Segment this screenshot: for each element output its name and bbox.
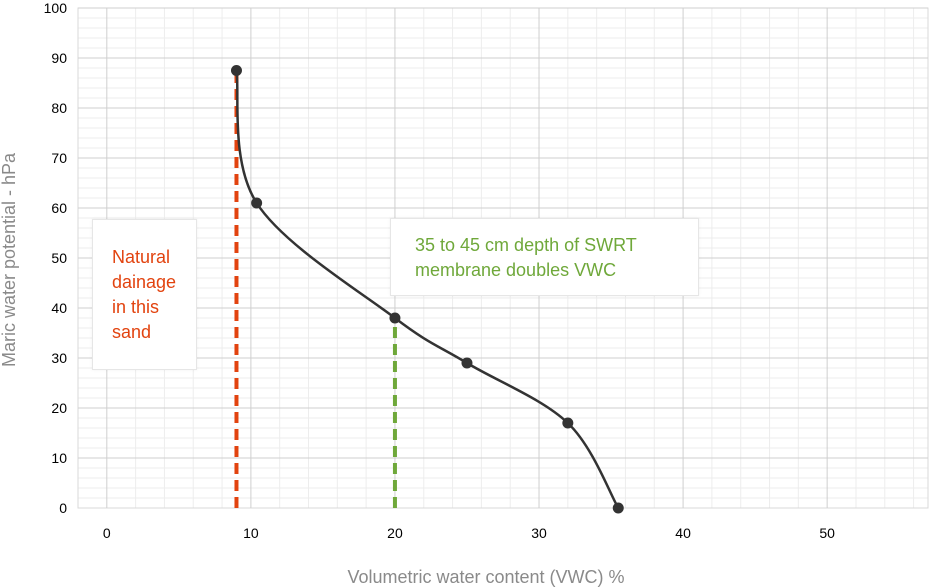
y-tick-label: 80 bbox=[51, 100, 67, 116]
reference-lines bbox=[234, 70, 397, 508]
annotation-line: membrane doubles VWC bbox=[415, 260, 617, 280]
annotation-line: in this bbox=[112, 297, 160, 317]
x-tick-label: 40 bbox=[675, 525, 691, 541]
data-point bbox=[389, 312, 401, 324]
tick-labels: 0 10 20 30 40 50 60 70 80 90 100 0 10 20 30 40 50 bbox=[44, 0, 836, 541]
y-tick-label: 30 bbox=[51, 350, 67, 366]
x-axis-label: Volumetric water content (VWC) % bbox=[347, 567, 624, 587]
data-point bbox=[251, 197, 263, 209]
y-tick-label: 20 bbox=[51, 400, 67, 416]
annotation-line: Natural bbox=[112, 247, 171, 267]
x-tick-label: 30 bbox=[531, 525, 547, 541]
y-tick-label: 50 bbox=[51, 250, 67, 266]
swrt-annotation: 35 to 45 cm depth of SWRT membrane doubl… bbox=[390, 218, 699, 296]
annotation-line: sand bbox=[112, 322, 152, 342]
minor-gridlines bbox=[77, 8, 928, 508]
x-tick-label: 20 bbox=[387, 525, 403, 541]
y-tick-label: 100 bbox=[44, 0, 68, 16]
natural-drainage-annotation: Natural dainage in this sand bbox=[92, 219, 197, 370]
data-point bbox=[230, 65, 242, 76]
y-tick-label: 40 bbox=[51, 300, 67, 316]
data-point bbox=[562, 417, 574, 429]
x-tick-label: 0 bbox=[103, 525, 111, 541]
data-point bbox=[612, 502, 624, 514]
annotation-line: dainage bbox=[112, 272, 177, 292]
x-tick-label: 50 bbox=[819, 525, 835, 541]
y-tick-label: 10 bbox=[51, 450, 67, 466]
y-tick-label: 0 bbox=[59, 500, 67, 516]
series-line bbox=[235, 70, 620, 509]
annotation-line: 35 to 45 cm depth of SWRT bbox=[415, 235, 637, 255]
series-layer bbox=[230, 65, 624, 514]
y-tick-label: 60 bbox=[51, 200, 67, 216]
y-tick-label: 70 bbox=[51, 150, 67, 166]
major-gridlines bbox=[77, 7, 929, 509]
data-point bbox=[461, 357, 473, 369]
y-tick-label: 90 bbox=[51, 50, 67, 66]
y-axis-label: Maric water potential - hPa bbox=[0, 152, 19, 367]
x-tick-label: 10 bbox=[243, 525, 259, 541]
